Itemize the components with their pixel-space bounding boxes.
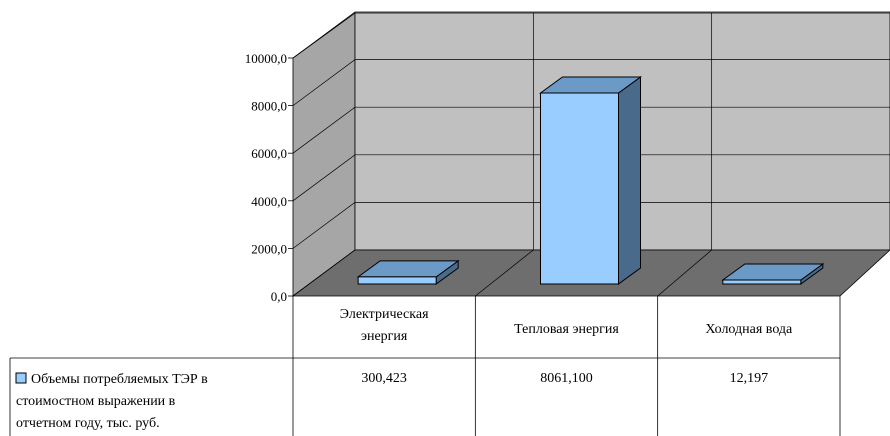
bar (356, 259, 460, 285)
legend-key (15, 372, 27, 384)
y-tick-label: 10000,0 (245, 51, 287, 66)
floor-divider (475, 249, 534, 297)
y-tick-label: 4000,0 (251, 194, 287, 209)
floor-divider (657, 249, 712, 297)
category-label: Электрическая (340, 307, 429, 322)
bar (721, 263, 825, 285)
bar (538, 76, 643, 285)
category-label: Холодная вода (705, 322, 793, 337)
category-label: Тепловая энергия (514, 322, 619, 337)
gridlines (292, 11, 890, 297)
legend-label: Объемы потребляемых ТЭР в (31, 372, 208, 387)
legend-label: отчетном году, тыс. руб. (16, 416, 160, 431)
data-label: 8061,100 (540, 371, 593, 386)
data-label: 300,423 (361, 371, 407, 386)
legend-label: стоимостном выражении в (16, 394, 176, 409)
y-axis-ticks: 0,0 2000,0 4000,0 6000,0 8000,0 10000,0 (245, 51, 293, 304)
bar-side (618, 76, 641, 285)
bar-front (357, 276, 437, 285)
y-tick-label: 6000,0 (251, 146, 287, 161)
side-wall (292, 12, 356, 297)
bar-front (540, 92, 619, 285)
data-label: 12,197 (730, 371, 769, 386)
bars (356, 76, 825, 285)
data-table: Электрическая энергия Тепловая энергия Холо… (9, 296, 841, 436)
category-label: энергия (361, 329, 408, 344)
gridline (292, 11, 890, 59)
y-tick-label: 0,0 (271, 289, 287, 304)
bar-front (722, 279, 802, 285)
y-tick-label: 8000,0 (251, 99, 287, 114)
y-tick-label: 2000,0 (251, 241, 287, 256)
